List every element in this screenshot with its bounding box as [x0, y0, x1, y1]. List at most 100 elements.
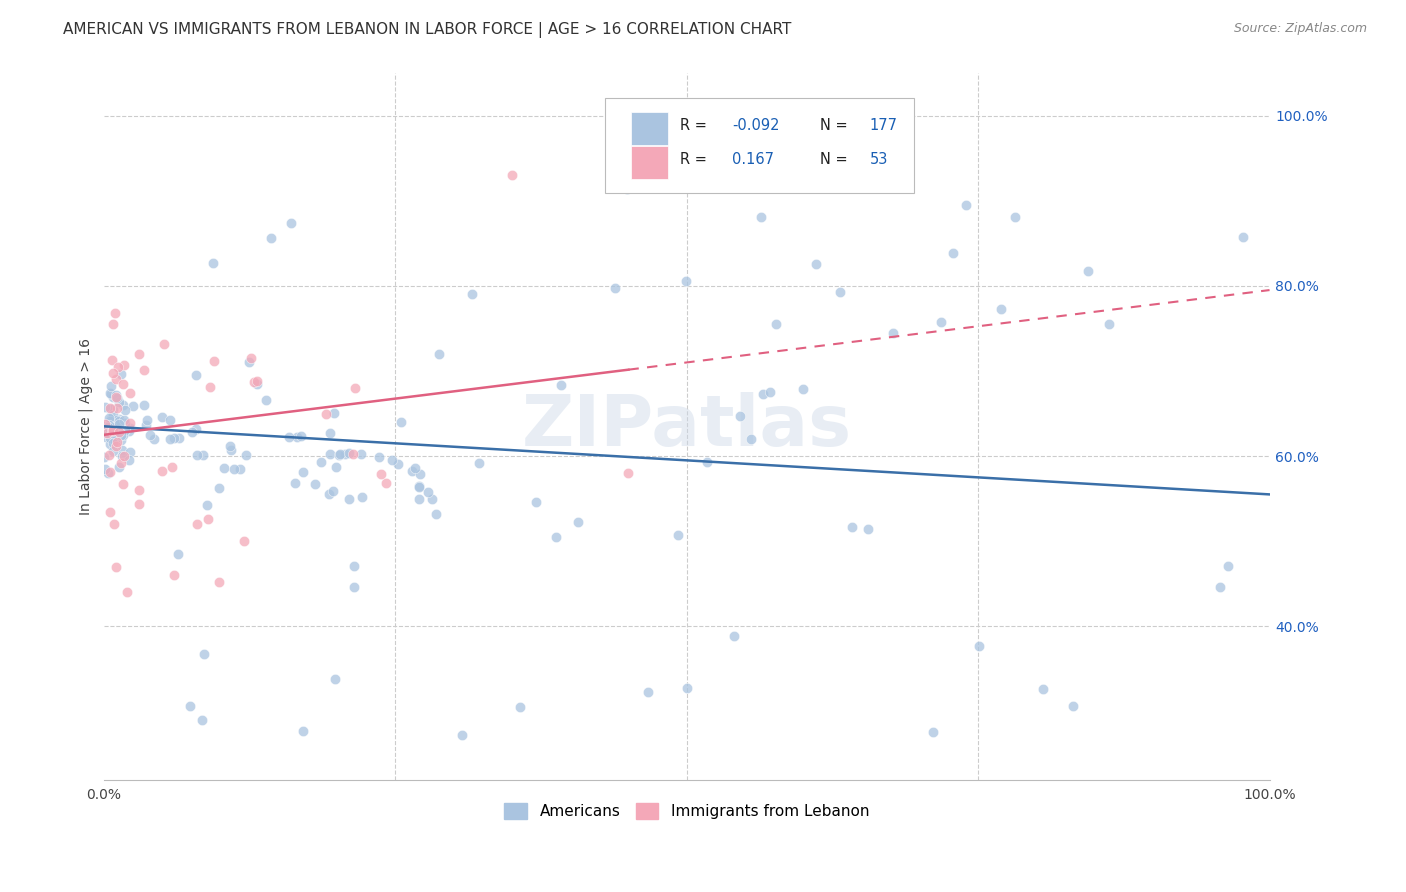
Point: [101, 423, 124, 437]
Point: [97, 466, 120, 480]
Point: [285, 430, 308, 444]
Point: [401, 464, 423, 478]
Point: [163, 568, 186, 582]
Point: [240, 351, 263, 365]
Point: [128, 347, 150, 361]
Point: [94, 426, 117, 441]
Point: [94, 461, 117, 475]
Point: [101, 409, 124, 423]
Point: [93, 417, 115, 431]
Point: [1077, 264, 1099, 278]
Point: [100, 386, 122, 401]
Point: [103, 402, 125, 417]
Point: [246, 374, 269, 388]
Point: [404, 461, 426, 475]
Point: [160, 459, 183, 474]
Point: [104, 372, 127, 386]
Point: [309, 455, 332, 469]
Point: [235, 448, 257, 462]
Point: [112, 376, 135, 391]
Point: [374, 475, 396, 490]
Point: [108, 412, 131, 426]
Point: [322, 484, 344, 499]
Point: [101, 436, 124, 450]
Point: [110, 367, 132, 381]
Point: [103, 426, 125, 441]
Point: [98, 505, 121, 519]
Point: [120, 421, 142, 435]
Point: [696, 455, 718, 469]
Point: [107, 420, 129, 434]
Point: [104, 306, 127, 320]
Point: [167, 431, 190, 445]
Point: [318, 425, 340, 440]
Point: [104, 434, 127, 449]
Point: [550, 377, 572, 392]
Point: [969, 639, 991, 653]
Point: [451, 728, 474, 742]
Point: [98, 448, 121, 462]
Point: [94, 417, 117, 432]
Point: [342, 447, 364, 461]
Point: [232, 534, 254, 549]
Point: [208, 574, 231, 589]
Bar: [631, 145, 668, 178]
Point: [186, 449, 208, 463]
Point: [219, 443, 242, 458]
Point: [107, 425, 129, 440]
Point: [118, 416, 141, 430]
Point: [259, 231, 281, 245]
Point: [118, 424, 141, 438]
Point: [882, 326, 904, 340]
Point: [389, 415, 412, 429]
Text: R =: R =: [679, 152, 711, 167]
Point: [461, 287, 484, 301]
Point: [254, 392, 277, 407]
FancyBboxPatch shape: [605, 98, 914, 193]
Point: [191, 713, 214, 727]
Point: [1098, 317, 1121, 331]
Point: [101, 353, 124, 368]
Point: [350, 447, 373, 461]
Point: [191, 448, 214, 462]
Point: [322, 406, 344, 420]
Point: [150, 409, 173, 424]
Point: [841, 520, 863, 534]
Point: [105, 428, 128, 442]
Legend: Americans, Immigrants from Lebanon: Americans, Immigrants from Lebanon: [498, 797, 876, 825]
Point: [931, 315, 953, 329]
Point: [501, 168, 523, 182]
Point: [730, 409, 752, 424]
Point: [96, 425, 118, 440]
Point: [195, 498, 218, 512]
Point: [792, 382, 814, 396]
Bar: [631, 112, 668, 145]
Point: [98, 465, 121, 479]
Point: [603, 281, 626, 295]
Point: [110, 456, 132, 470]
Text: ZIPatlas: ZIPatlas: [522, 392, 852, 461]
Point: [121, 399, 143, 413]
Point: [942, 245, 965, 260]
Point: [292, 466, 315, 480]
Point: [115, 585, 138, 599]
Point: [186, 517, 208, 532]
Point: [103, 516, 125, 531]
Point: [114, 416, 136, 430]
Point: [408, 491, 430, 506]
Point: [666, 528, 689, 542]
Point: [153, 337, 176, 351]
Point: [325, 459, 347, 474]
Text: Source: ZipAtlas.com: Source: ZipAtlas.com: [1233, 22, 1367, 36]
Point: [100, 436, 122, 450]
Point: [128, 497, 150, 511]
Point: [107, 360, 129, 375]
Point: [118, 444, 141, 458]
Point: [184, 368, 207, 383]
Point: [616, 182, 638, 196]
Point: [101, 317, 124, 331]
Point: [159, 413, 181, 427]
Point: [142, 432, 165, 446]
Point: [856, 522, 879, 536]
Text: 53: 53: [870, 152, 889, 167]
